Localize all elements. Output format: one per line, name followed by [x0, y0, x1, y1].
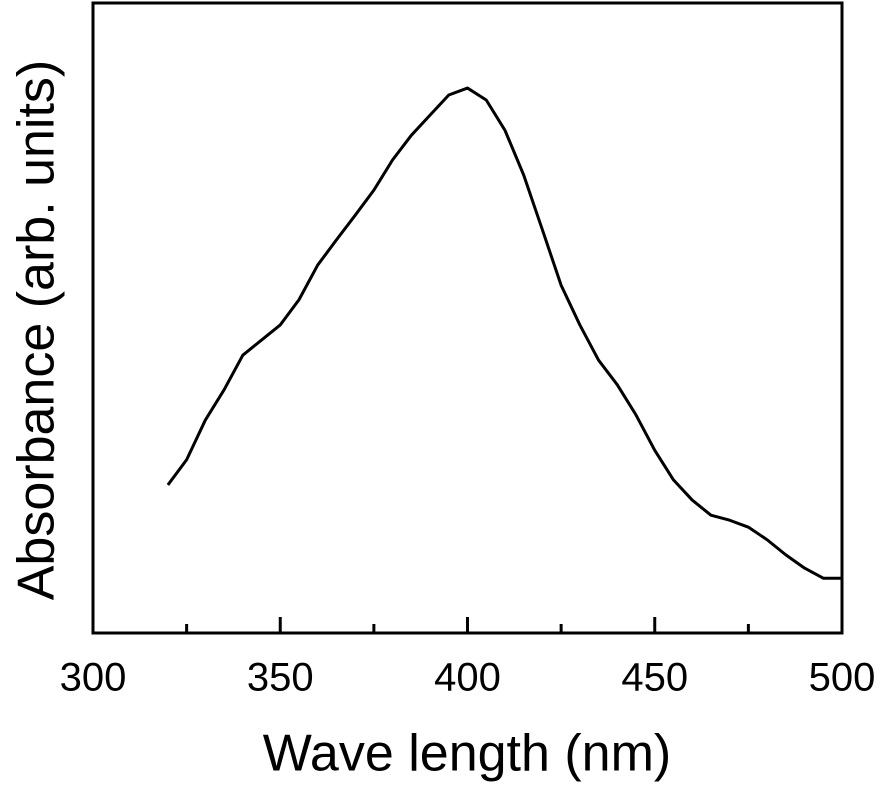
x-tick-label: 450 — [621, 656, 688, 700]
plot-frame — [91, 1, 844, 635]
x-tick-label: 350 — [247, 656, 314, 700]
x-tick-label: 300 — [60, 656, 127, 700]
y-axis-label: Absorbance (arb. units) — [8, 60, 66, 601]
x-axis-label: Wave length (nm) — [263, 725, 671, 783]
data-line — [166, 86, 842, 580]
x-tick-label: 500 — [809, 656, 876, 700]
x-tick-label: 400 — [434, 656, 501, 700]
